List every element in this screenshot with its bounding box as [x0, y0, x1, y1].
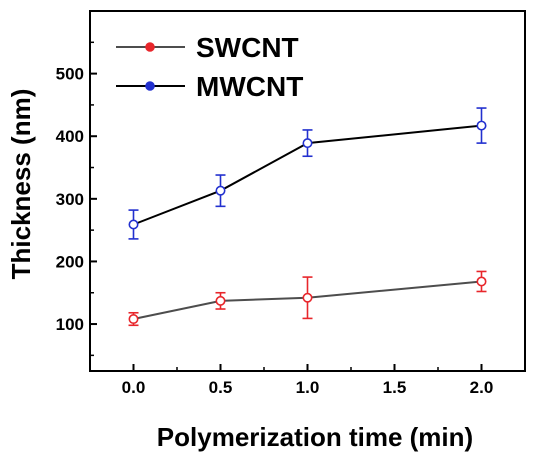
y-tick-label: 100 — [56, 315, 84, 334]
legend-label: SWCNT — [196, 32, 299, 63]
data-point — [476, 120, 487, 131]
y-axis-title: Thickness (nm) — [6, 89, 36, 280]
y-tick-label: 300 — [56, 190, 84, 209]
x-tick-label: 1.0 — [296, 378, 320, 397]
x-tick-label: 2.0 — [470, 378, 494, 397]
legend-label: MWCNT — [196, 71, 303, 102]
data-point — [302, 138, 313, 149]
series-line — [133, 280, 482, 321]
x-tick-label: 0.5 — [209, 378, 233, 397]
y-axis: 100 200 300 400 500 — [56, 41, 97, 357]
series-mwcnt — [128, 107, 487, 240]
x-tick-label: 0.0 — [122, 378, 146, 397]
data-point — [128, 219, 139, 230]
series-layer — [128, 107, 487, 327]
legend-marker — [145, 42, 155, 52]
x-axis-title: Polymerization time (min) — [157, 422, 473, 452]
series-swcnt — [128, 270, 487, 327]
data-point — [215, 295, 226, 306]
legend: SWCNT MWCNT — [116, 32, 303, 102]
series-line — [133, 124, 482, 226]
x-axis: 0.0 0.5 1.0 1.5 2.0 — [122, 364, 494, 397]
data-point — [302, 292, 313, 303]
x-tick-label: 1.5 — [383, 378, 407, 397]
data-point — [128, 314, 139, 325]
y-tick-label: 500 — [56, 65, 84, 84]
y-tick-label: 200 — [56, 252, 84, 271]
legend-marker — [145, 81, 155, 91]
data-point — [476, 276, 487, 287]
data-point — [215, 185, 226, 196]
y-tick-label: 400 — [56, 127, 84, 146]
